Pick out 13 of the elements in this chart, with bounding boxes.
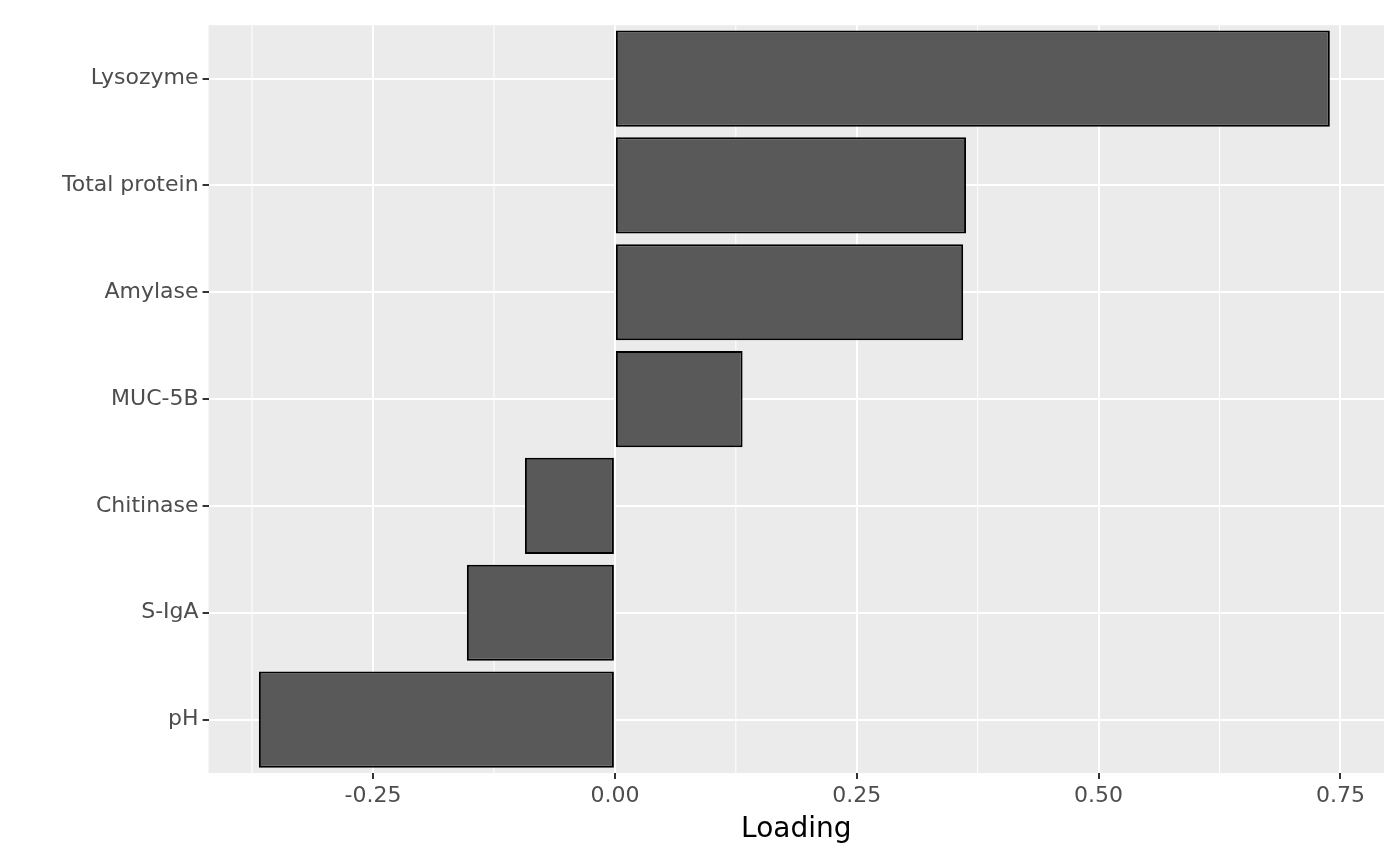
x-tick-label: 0.50 (1074, 781, 1124, 807)
y-tick-label: Total protein (61, 171, 199, 197)
x-tick-label: -0.25 (344, 781, 402, 807)
x-tick-label: 0.25 (832, 781, 882, 807)
y-tick-label: Lysozyme (90, 64, 199, 90)
y-tick-label: pH (168, 705, 199, 731)
y-tick-label: Amylase (104, 277, 199, 303)
x-tick-label: 0.75 (1315, 781, 1365, 807)
x-tick-label: 0.00 (590, 781, 640, 807)
y-tick-label: S-IgA (141, 598, 199, 624)
y-tick-label: Chitinase (96, 491, 199, 517)
y-tick-label: MUC-5B (111, 384, 199, 410)
x-axis-title: Loading (741, 811, 852, 845)
